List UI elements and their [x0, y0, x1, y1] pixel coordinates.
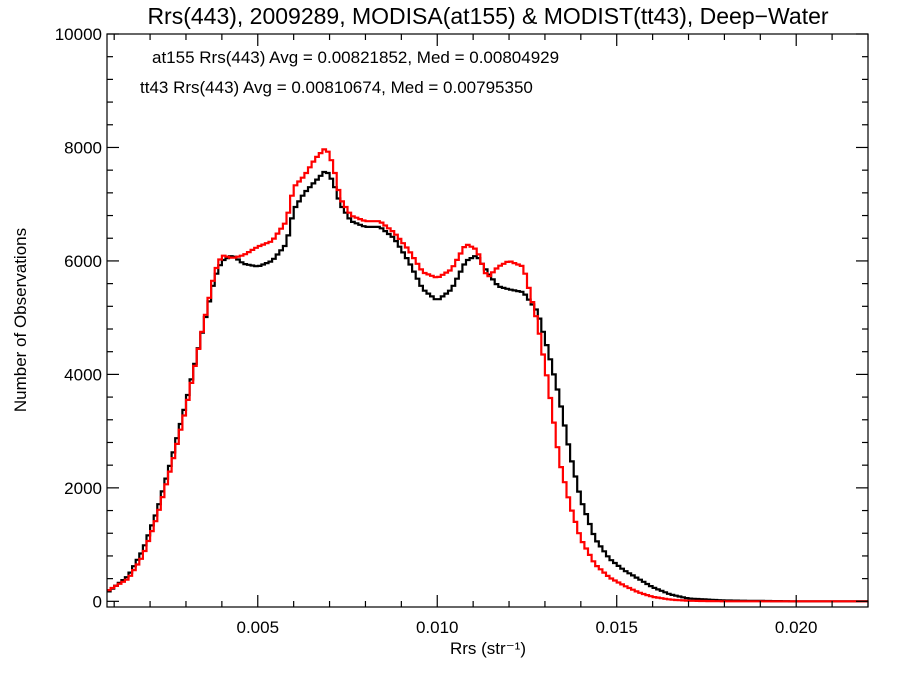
series-layer — [107, 148, 868, 603]
x-tick-label: 0.015 — [595, 618, 638, 637]
y-axis-label: Number of Observations — [11, 228, 30, 412]
x-axis-label: Rrs (str⁻¹) — [450, 639, 526, 658]
y-tick-label: 10000 — [55, 25, 102, 44]
y-tick-label: 0 — [93, 592, 102, 611]
plot-frame — [106, 33, 869, 608]
annotation-tt43: tt43 Rrs(443) Avg = 0.00810674, Med = 0.… — [140, 78, 533, 97]
y-tick-label: 8000 — [64, 138, 102, 157]
y-tick-label: 6000 — [64, 252, 102, 271]
tick-layer: 0 2000 4000 6000 8000 10000 0.005 0.010 0.015 0.0… — [55, 25, 869, 637]
y-tick-label: 4000 — [64, 365, 102, 384]
x-tick-label: 0.020 — [775, 618, 818, 637]
annotation-at155: at155 Rrs(443) Avg = 0.00821852, Med = 0… — [152, 48, 559, 67]
x-tick-label: 0.010 — [416, 618, 459, 637]
series-line-tt43 — [107, 148, 868, 603]
chart-title: Rrs(443), 2009289, MODISA(at155) & MODIS… — [147, 3, 828, 29]
y-tick-label: 2000 — [64, 479, 102, 498]
x-tick-label: 0.005 — [236, 618, 279, 637]
series-line-at155 — [107, 170, 868, 603]
